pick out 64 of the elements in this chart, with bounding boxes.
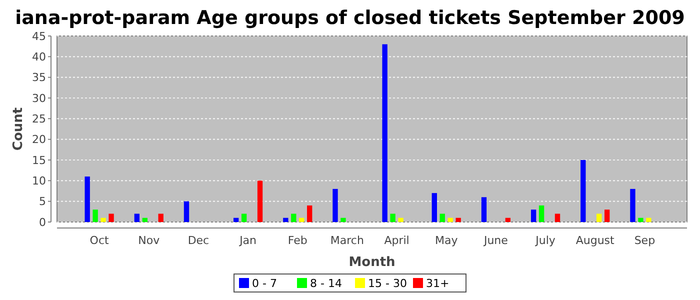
x-tick-label: June <box>482 234 508 247</box>
bar <box>332 188 338 222</box>
bar <box>142 218 148 222</box>
bar <box>398 218 404 222</box>
bar <box>84 176 90 222</box>
chart-title: iana-prot-param Age groups of closed tickets September 2009 <box>15 7 685 29</box>
bar <box>481 197 487 222</box>
bar <box>604 210 610 222</box>
bar <box>580 160 586 222</box>
bar <box>456 218 461 222</box>
x-tick-label: Dec <box>188 234 210 247</box>
x-tick-label: Sep <box>634 234 656 247</box>
legend-label: 8 - 14 <box>310 277 342 290</box>
x-axis-title: Month <box>348 255 396 270</box>
bar <box>596 214 602 222</box>
x-tick-label: Jan <box>238 234 257 247</box>
bar <box>538 205 544 222</box>
bar <box>291 214 296 222</box>
bar <box>108 214 114 222</box>
x-tick-label: March <box>330 234 364 247</box>
bar <box>158 214 164 222</box>
y-tick-label: 15 <box>32 154 46 167</box>
y-tick-label: 5 <box>39 195 46 208</box>
bar <box>440 214 445 222</box>
bar <box>530 210 536 222</box>
y-tick-label: 0 <box>39 216 46 229</box>
bar <box>257 180 263 222</box>
bar <box>646 218 652 222</box>
bar <box>448 218 453 222</box>
legend-label: 31+ <box>426 277 450 290</box>
bar <box>283 218 288 222</box>
x-tick-label: August <box>576 234 616 247</box>
legend-label: 15 - 30 <box>368 277 407 290</box>
bar <box>340 218 346 222</box>
y-tick-label: 20 <box>32 133 46 146</box>
bar <box>92 210 98 222</box>
bar <box>630 188 636 222</box>
bar <box>134 214 140 222</box>
bar <box>184 201 190 222</box>
bar <box>432 193 437 222</box>
bar <box>233 218 239 222</box>
bar <box>299 218 304 222</box>
y-tick-label: 45 <box>32 30 46 43</box>
x-tick-label: July <box>534 234 556 247</box>
legend-label: 0 - 7 <box>252 277 277 290</box>
bar <box>382 44 388 222</box>
y-tick-label: 30 <box>32 92 46 105</box>
y-tick-label: 40 <box>32 50 46 64</box>
y-axis-title: Count <box>11 107 26 151</box>
x-tick-label: April <box>384 234 410 247</box>
bar <box>638 218 644 222</box>
x-tick-label: May <box>434 234 458 247</box>
y-tick-label: 35 <box>32 71 46 84</box>
x-tick-label: Feb <box>288 234 308 247</box>
bar <box>505 218 511 222</box>
y-tick-label: 10 <box>32 174 46 188</box>
x-tick-label: Nov <box>138 234 160 247</box>
bar <box>390 214 396 222</box>
y-tick-label: 25 <box>32 112 46 126</box>
bar <box>241 214 247 222</box>
bar <box>307 205 312 222</box>
bar <box>100 218 106 222</box>
x-tick-label: Oct <box>90 234 110 247</box>
bar <box>554 214 560 222</box>
